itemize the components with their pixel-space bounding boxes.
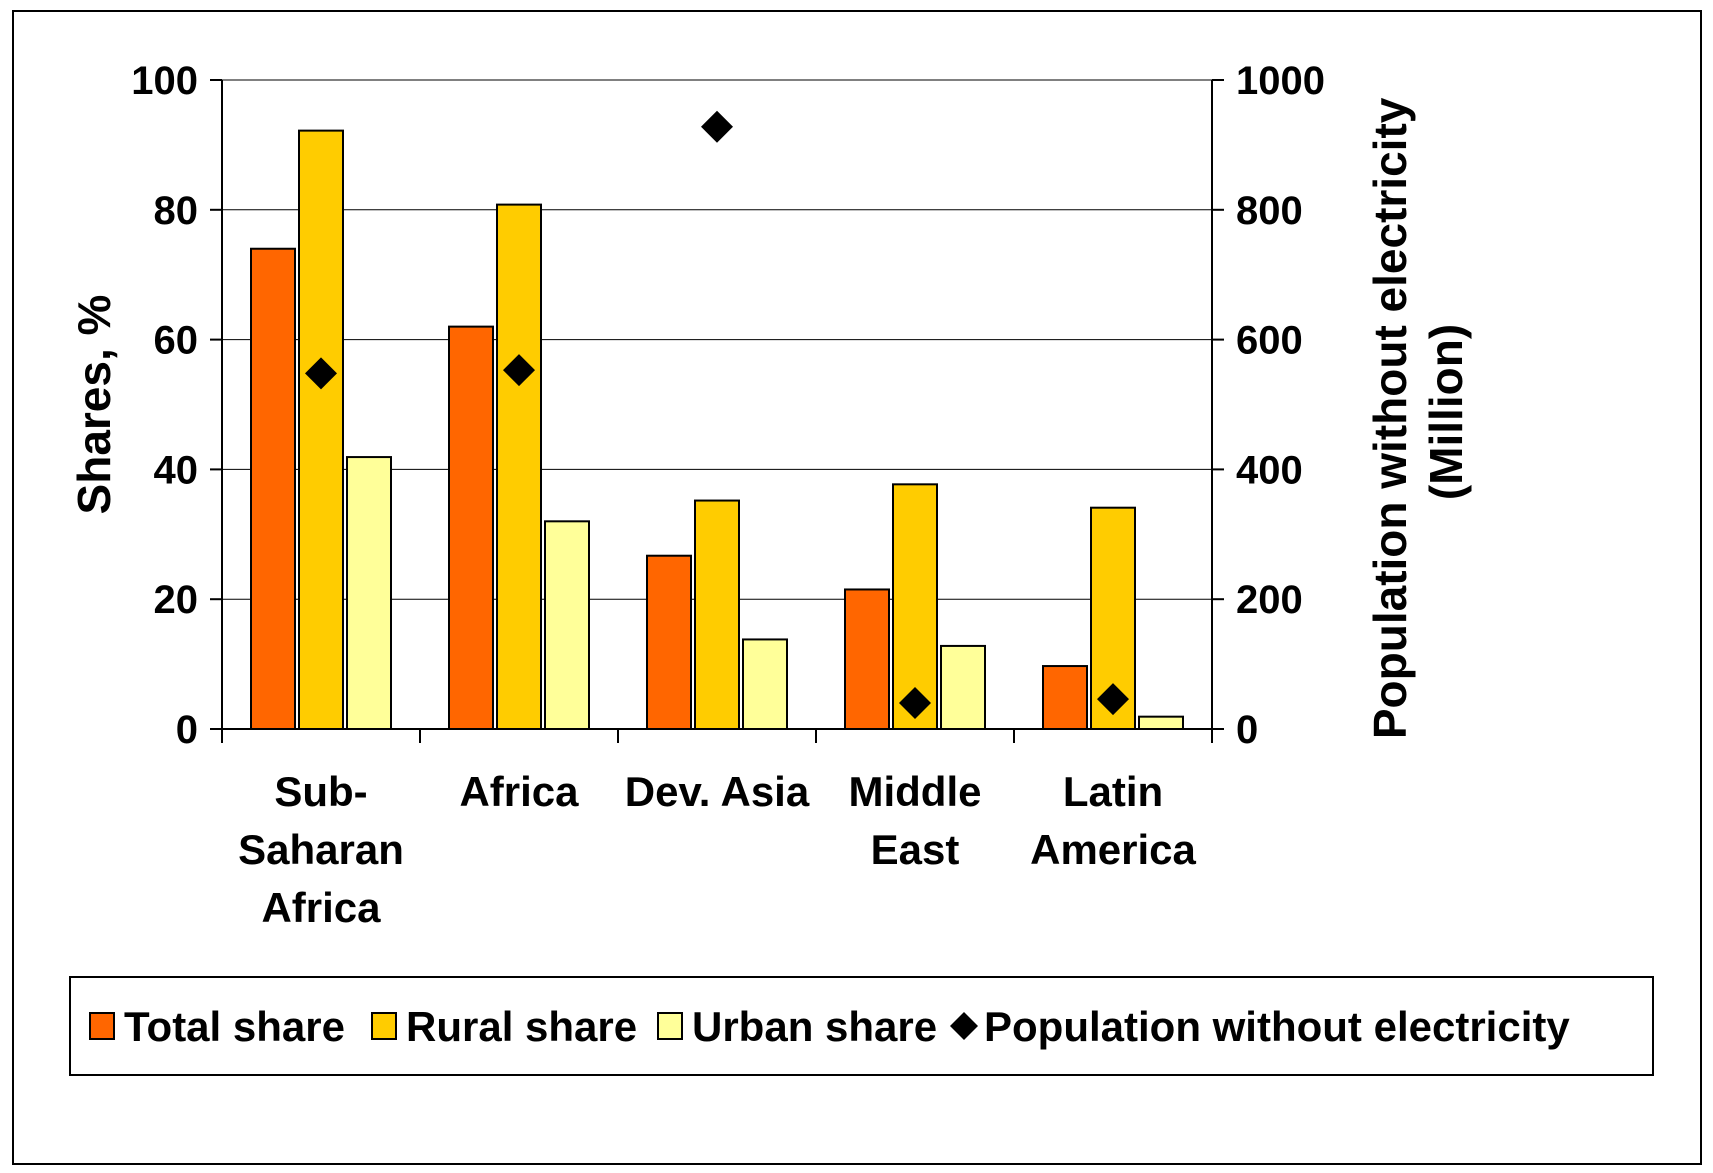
chart-svg: 0 20 40 60 80 100 0 200 400 600 800 1000 Sub- Sahar… <box>68 59 1654 1076</box>
bar-rural-share-1 <box>496 203 542 731</box>
category-label-line: America <box>1030 826 1196 873</box>
legend-label-0: Total share <box>124 1003 345 1050</box>
right-tick-label-800: 800 <box>1236 189 1303 233</box>
legend-swatch-1 <box>371 1012 397 1040</box>
category-label-line: Middle <box>849 768 982 815</box>
marker-population-4 <box>1097 683 1129 716</box>
bar-urban-share-2 <box>742 638 788 730</box>
chart-frame: 0 20 40 60 80 100 0 200 400 600 800 1000 Sub- Sahar… <box>12 10 1702 1165</box>
left-tick-label-60: 60 <box>154 319 199 363</box>
bar-total-share-1 <box>448 325 494 730</box>
category-label-line: Africa <box>261 884 381 931</box>
legend-swatch-3 <box>950 1012 978 1040</box>
right-tick-label-1000: 1000 <box>1236 59 1325 103</box>
bar-urban-share-4 <box>1138 715 1184 731</box>
category-label-line: Sub- <box>274 768 367 815</box>
left-tick-label-0: 0 <box>176 708 198 752</box>
bar-total-share-2 <box>646 554 692 730</box>
bar-rural-share-0 <box>298 129 344 730</box>
right-tick-label-600: 600 <box>1236 319 1303 363</box>
category-label-line: Africa <box>459 768 579 815</box>
legend-swatch-0 <box>89 1012 115 1040</box>
category-label-line: Saharan <box>238 826 404 873</box>
right-tick-labels: 0 200 400 600 800 1000 <box>1236 59 1325 752</box>
left-tick-labels: 0 20 40 60 80 100 <box>131 59 198 752</box>
category-label-3: Middle East <box>849 768 982 873</box>
marker-population-0 <box>305 357 337 390</box>
category-label-4: Latin America <box>1030 768 1196 873</box>
markers <box>305 110 1129 720</box>
bar-rural-share-2 <box>694 499 740 730</box>
category-label-line: East <box>871 826 960 873</box>
legend-label-2: Urban share <box>692 1003 937 1050</box>
right-tick-label-0: 0 <box>1236 708 1258 752</box>
right-tick-label-200: 200 <box>1236 578 1303 622</box>
right-tick-label-400: 400 <box>1236 448 1303 492</box>
bar-total-share-0 <box>250 247 296 731</box>
legend-label-3: Population without electricity <box>984 1003 1570 1050</box>
category-label-line: Dev. Asia <box>625 768 810 815</box>
bars <box>250 129 1184 731</box>
marker-population-1 <box>503 354 535 387</box>
bar-total-share-4 <box>1042 665 1088 730</box>
bar-urban-share-0 <box>346 456 392 730</box>
legend-label-1: Rural share <box>406 1003 637 1050</box>
left-tick-label-100: 100 <box>131 59 198 103</box>
legend: Total share Rural share Urban share Populat… <box>69 976 1654 1076</box>
category-labels: Sub- Saharan Africa Africa Dev. Asia Middle Ea… <box>238 768 1196 931</box>
legend-box <box>69 976 1654 1076</box>
legend-swatch-2 <box>657 1012 683 1040</box>
category-label-1: Africa <box>459 768 579 815</box>
marker-population-3 <box>899 687 931 720</box>
marker-population-2 <box>701 110 733 143</box>
bar-urban-share-3 <box>940 644 986 730</box>
left-axis-title: Shares, % <box>68 295 120 515</box>
right-axis-title-line-1: Population without electricity <box>1364 97 1416 739</box>
bar-urban-share-1 <box>544 520 590 730</box>
right-axis-title-line-2: (Million) <box>1420 324 1472 500</box>
category-label-line: Latin <box>1063 768 1163 815</box>
category-label-2: Dev. Asia <box>625 768 810 815</box>
axes <box>210 79 1224 743</box>
left-tick-label-20: 20 <box>154 578 199 622</box>
right-axis-title: Population without electricity (Million) <box>1364 85 1472 739</box>
left-tick-label-80: 80 <box>154 189 199 233</box>
left-tick-label-40: 40 <box>154 448 199 492</box>
bar-total-share-3 <box>844 588 890 731</box>
category-label-0: Sub- Saharan Africa <box>238 768 404 931</box>
